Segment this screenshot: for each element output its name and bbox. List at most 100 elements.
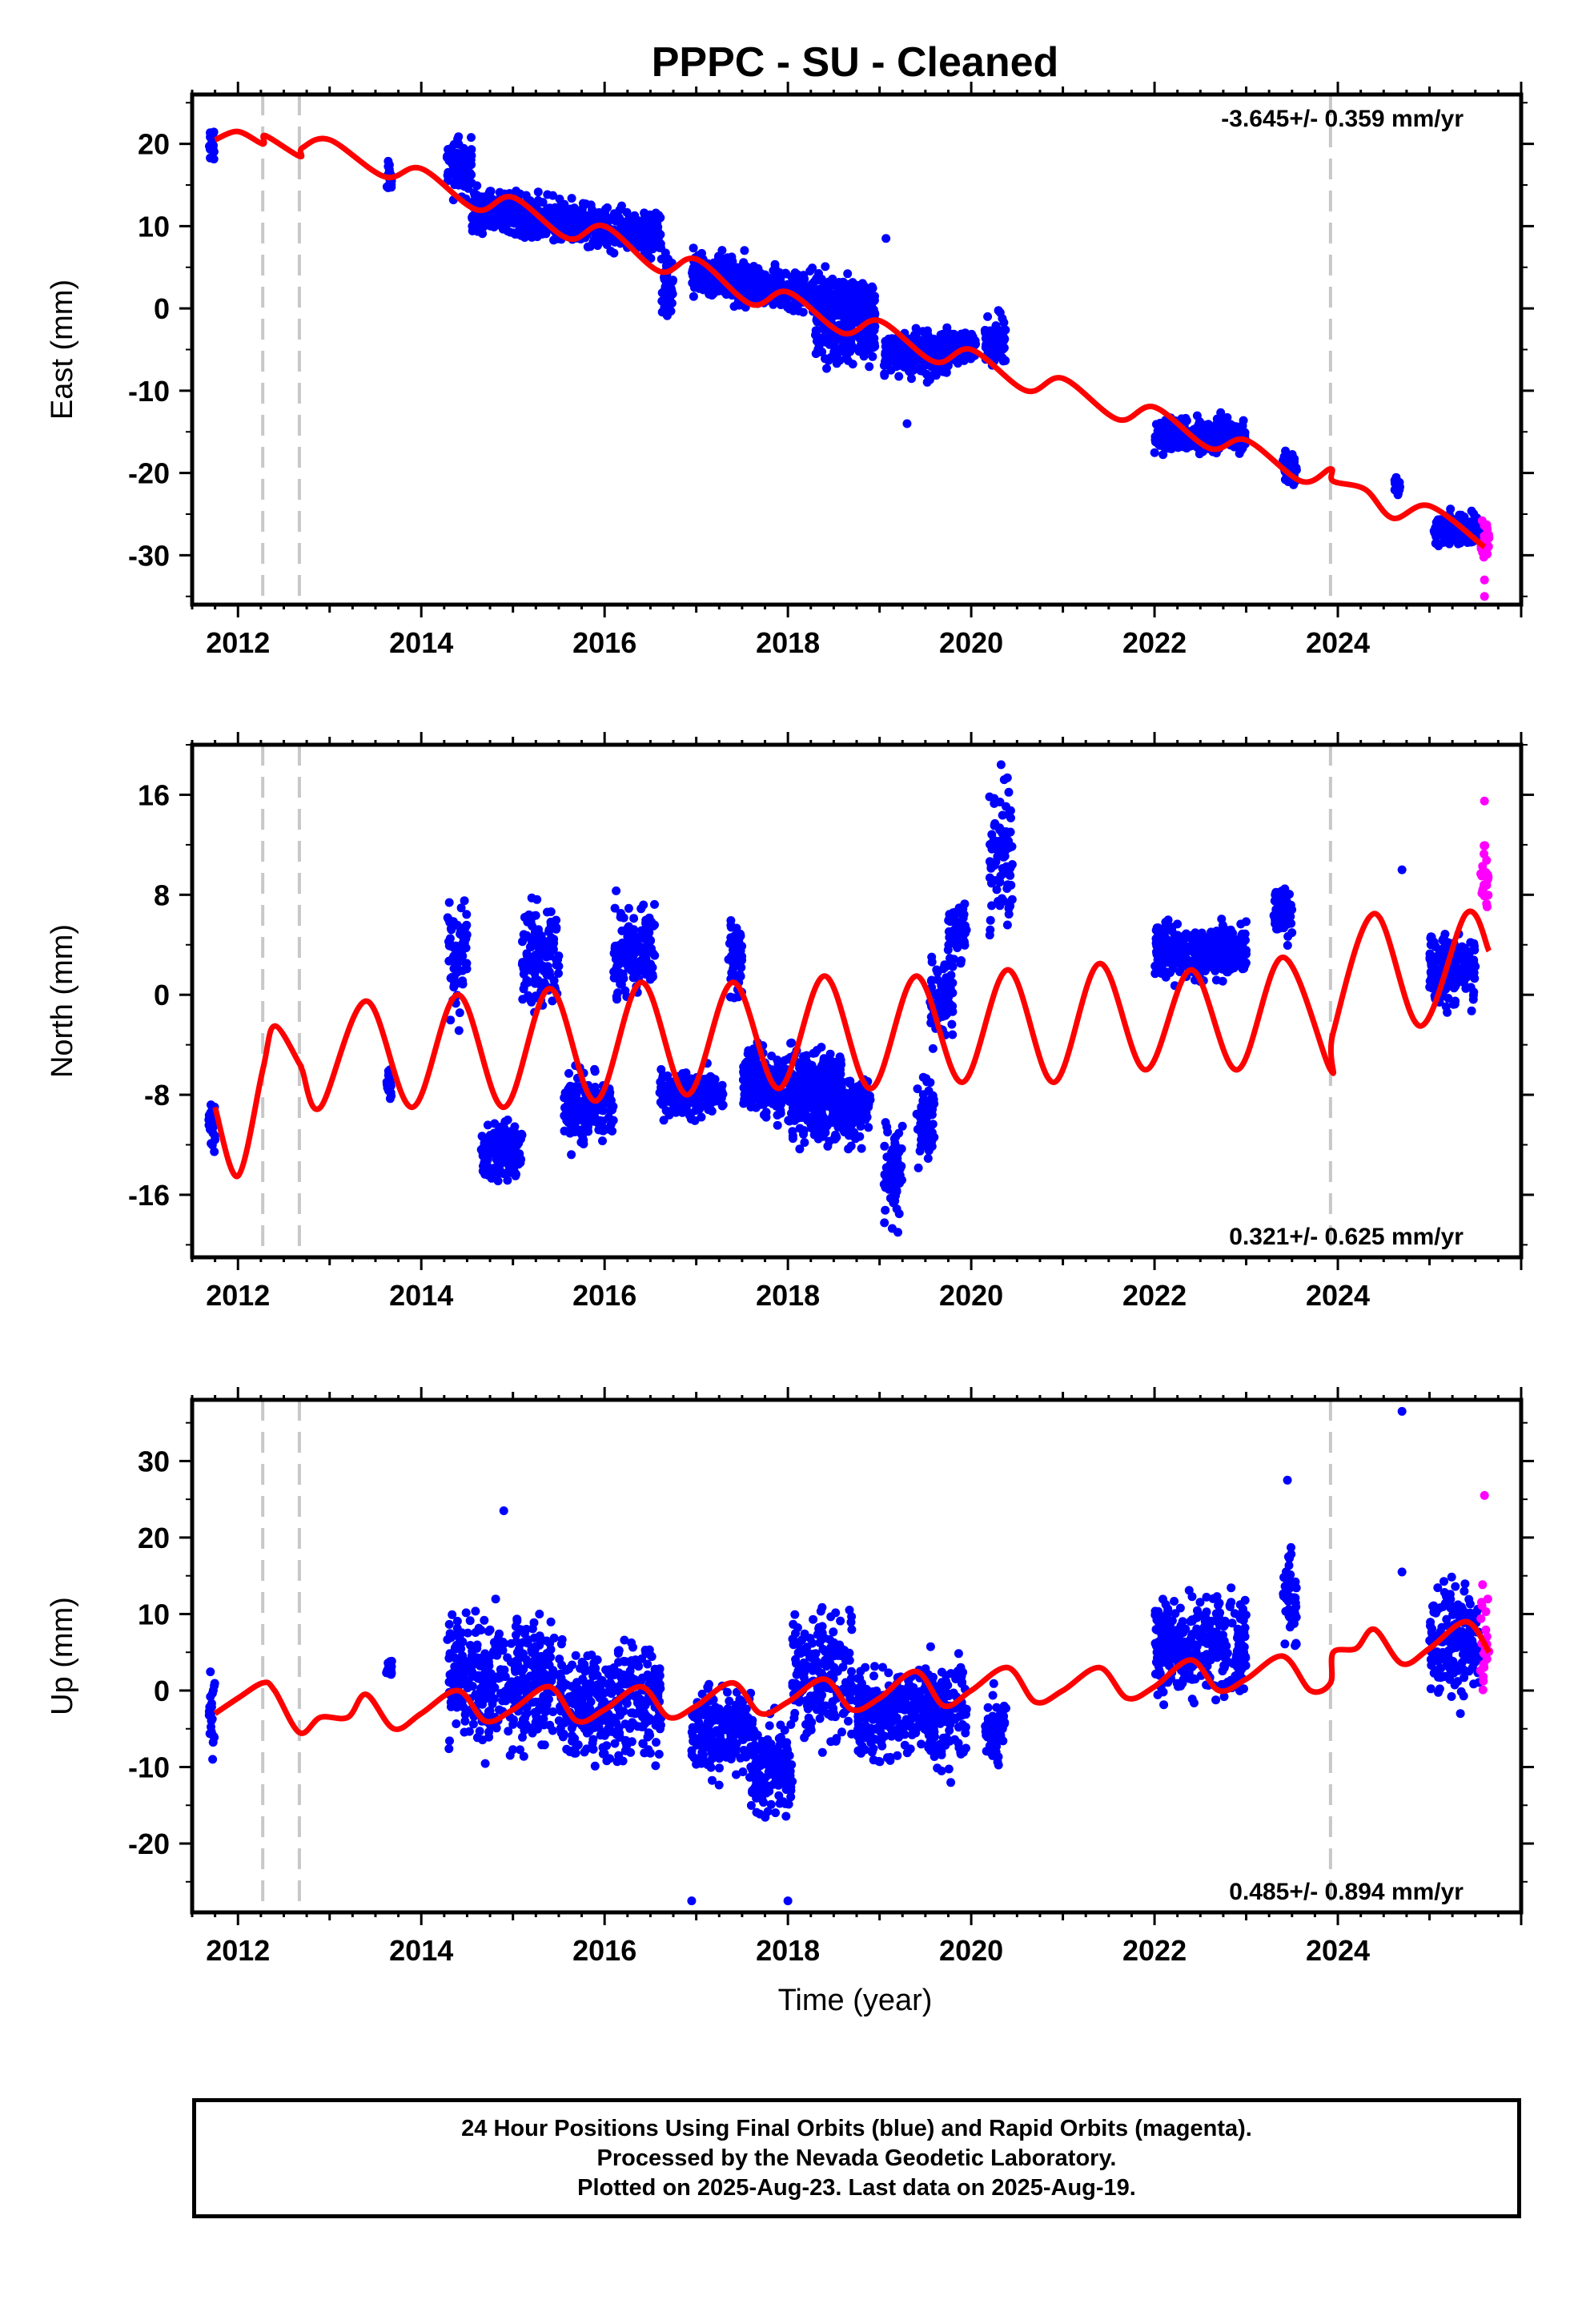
final-orbit-point — [793, 1076, 803, 1086]
final-orbit-point — [518, 995, 528, 1004]
final-orbit-point — [921, 1108, 931, 1117]
final-orbit-point — [520, 233, 529, 242]
final-orbit-point — [869, 305, 878, 315]
final-orbit-point — [509, 208, 519, 218]
final-orbit-point — [604, 1124, 614, 1134]
final-orbit-point — [894, 1209, 904, 1219]
final-orbit-point — [690, 268, 700, 278]
final-orbit-point — [503, 1141, 512, 1151]
final-orbit-point — [454, 1026, 464, 1035]
final-orbit-point — [545, 971, 555, 980]
figure-title: PPPC - SU - Cleaned — [652, 39, 1059, 86]
final-orbit-point — [894, 372, 904, 381]
y-tick-label: 16 — [138, 778, 170, 811]
final-orbit-point — [983, 312, 993, 321]
final-orbit-point — [541, 952, 551, 962]
final-orbit-point — [733, 928, 742, 938]
final-orbit-point — [617, 926, 627, 935]
final-orbit-point — [613, 988, 623, 998]
final-orbit-point — [530, 968, 540, 978]
final-orbit-point — [517, 1130, 527, 1140]
final-orbit-point — [947, 1019, 957, 1029]
final-orbit-point — [656, 1077, 665, 1087]
final-orbit-point — [805, 290, 815, 300]
final-orbit-point — [771, 279, 781, 289]
final-orbit-point — [510, 1156, 520, 1165]
final-orbit-point — [447, 144, 456, 154]
final-orbit-point — [1192, 411, 1202, 420]
final-orbit-point — [460, 896, 469, 906]
final-orbit-point — [697, 267, 706, 277]
x-tick-label: 2020 — [939, 626, 1003, 659]
y-tick-label: 0 — [154, 292, 170, 325]
final-orbit-point — [567, 1150, 576, 1160]
final-orbit-point — [946, 971, 956, 980]
final-orbit-point — [811, 349, 821, 359]
final-orbit-point — [554, 969, 563, 978]
final-orbit-point — [817, 275, 826, 283]
final-orbit-point — [703, 1074, 713, 1084]
final-orbit-point — [444, 937, 453, 947]
final-orbit-point — [981, 326, 990, 336]
final-orbit-point — [456, 903, 466, 913]
final-orbit-point — [843, 1098, 853, 1108]
final-orbit-point — [897, 1121, 907, 1131]
final-orbit-point — [594, 1119, 604, 1128]
final-orbit-point — [1227, 422, 1237, 432]
final-orbit-point — [886, 365, 896, 375]
final-orbit-point — [535, 941, 544, 951]
final-orbit-point — [668, 1096, 677, 1105]
final-orbit-point — [560, 1126, 569, 1136]
final-orbit-point — [475, 219, 484, 228]
final-orbit-point — [843, 1111, 853, 1120]
panels: 2012 2014 2016 2018 2020 2022 202420100-10-20-… — [46, 82, 1534, 1967]
final-orbit-point — [841, 1089, 850, 1099]
final-orbit-point — [560, 1092, 570, 1102]
final-orbit-point — [800, 1138, 809, 1148]
final-orbit-point — [926, 1122, 935, 1132]
final-orbit-point — [829, 278, 839, 287]
final-orbit-point — [1223, 412, 1232, 422]
final-orbit-point — [1158, 423, 1168, 432]
plot-frame — [190, 92, 1524, 607]
final-orbit-point — [710, 1075, 720, 1084]
final-orbit-point — [477, 1132, 487, 1141]
y-tick-label: -10 — [128, 375, 170, 408]
final-orbit-point — [905, 358, 915, 368]
final-orbit-point — [665, 1078, 675, 1088]
x-tick-label: 2016 — [572, 1279, 636, 1312]
final-orbit-point — [452, 161, 462, 171]
final-orbit-point — [690, 1116, 700, 1125]
final-orbit-point — [512, 229, 522, 239]
final-orbit-point — [656, 255, 666, 263]
final-orbit-point — [869, 339, 879, 348]
final-orbit-point — [811, 1080, 821, 1089]
final-orbit-point — [461, 943, 471, 953]
final-orbit-point — [821, 330, 830, 339]
final-orbit-point — [734, 935, 744, 945]
panel-2: 2012 2014 2016 2018 2020 2022 20241680-8-16Nor… — [46, 732, 1534, 1312]
rapid-orbit-point — [1484, 530, 1493, 540]
final-orbit-point — [807, 1060, 817, 1070]
y-tick-label: 10 — [138, 210, 170, 243]
final-orbit-point — [853, 1082, 862, 1092]
final-orbit-point — [812, 1046, 821, 1055]
final-orbit-point — [590, 1064, 600, 1074]
final-orbit-point — [554, 962, 564, 971]
x-tick-label: 2022 — [1122, 626, 1186, 659]
final-orbit-point — [853, 1106, 862, 1116]
final-orbit-point — [661, 277, 671, 287]
final-orbit-point — [992, 336, 1002, 345]
final-orbit-point — [647, 947, 656, 957]
final-orbit-point — [743, 1049, 753, 1059]
final-orbit-point — [857, 330, 866, 340]
final-orbit-point — [835, 1108, 845, 1118]
final-orbit-point — [922, 1077, 932, 1087]
final-orbit-point — [1433, 539, 1443, 549]
final-orbit-point — [522, 975, 532, 985]
final-orbit-point — [568, 1088, 578, 1097]
final-orbit-point — [948, 962, 958, 971]
final-orbit-point — [891, 1144, 901, 1154]
final-orbit-point — [894, 1128, 904, 1138]
final-orbit-point — [827, 307, 837, 316]
